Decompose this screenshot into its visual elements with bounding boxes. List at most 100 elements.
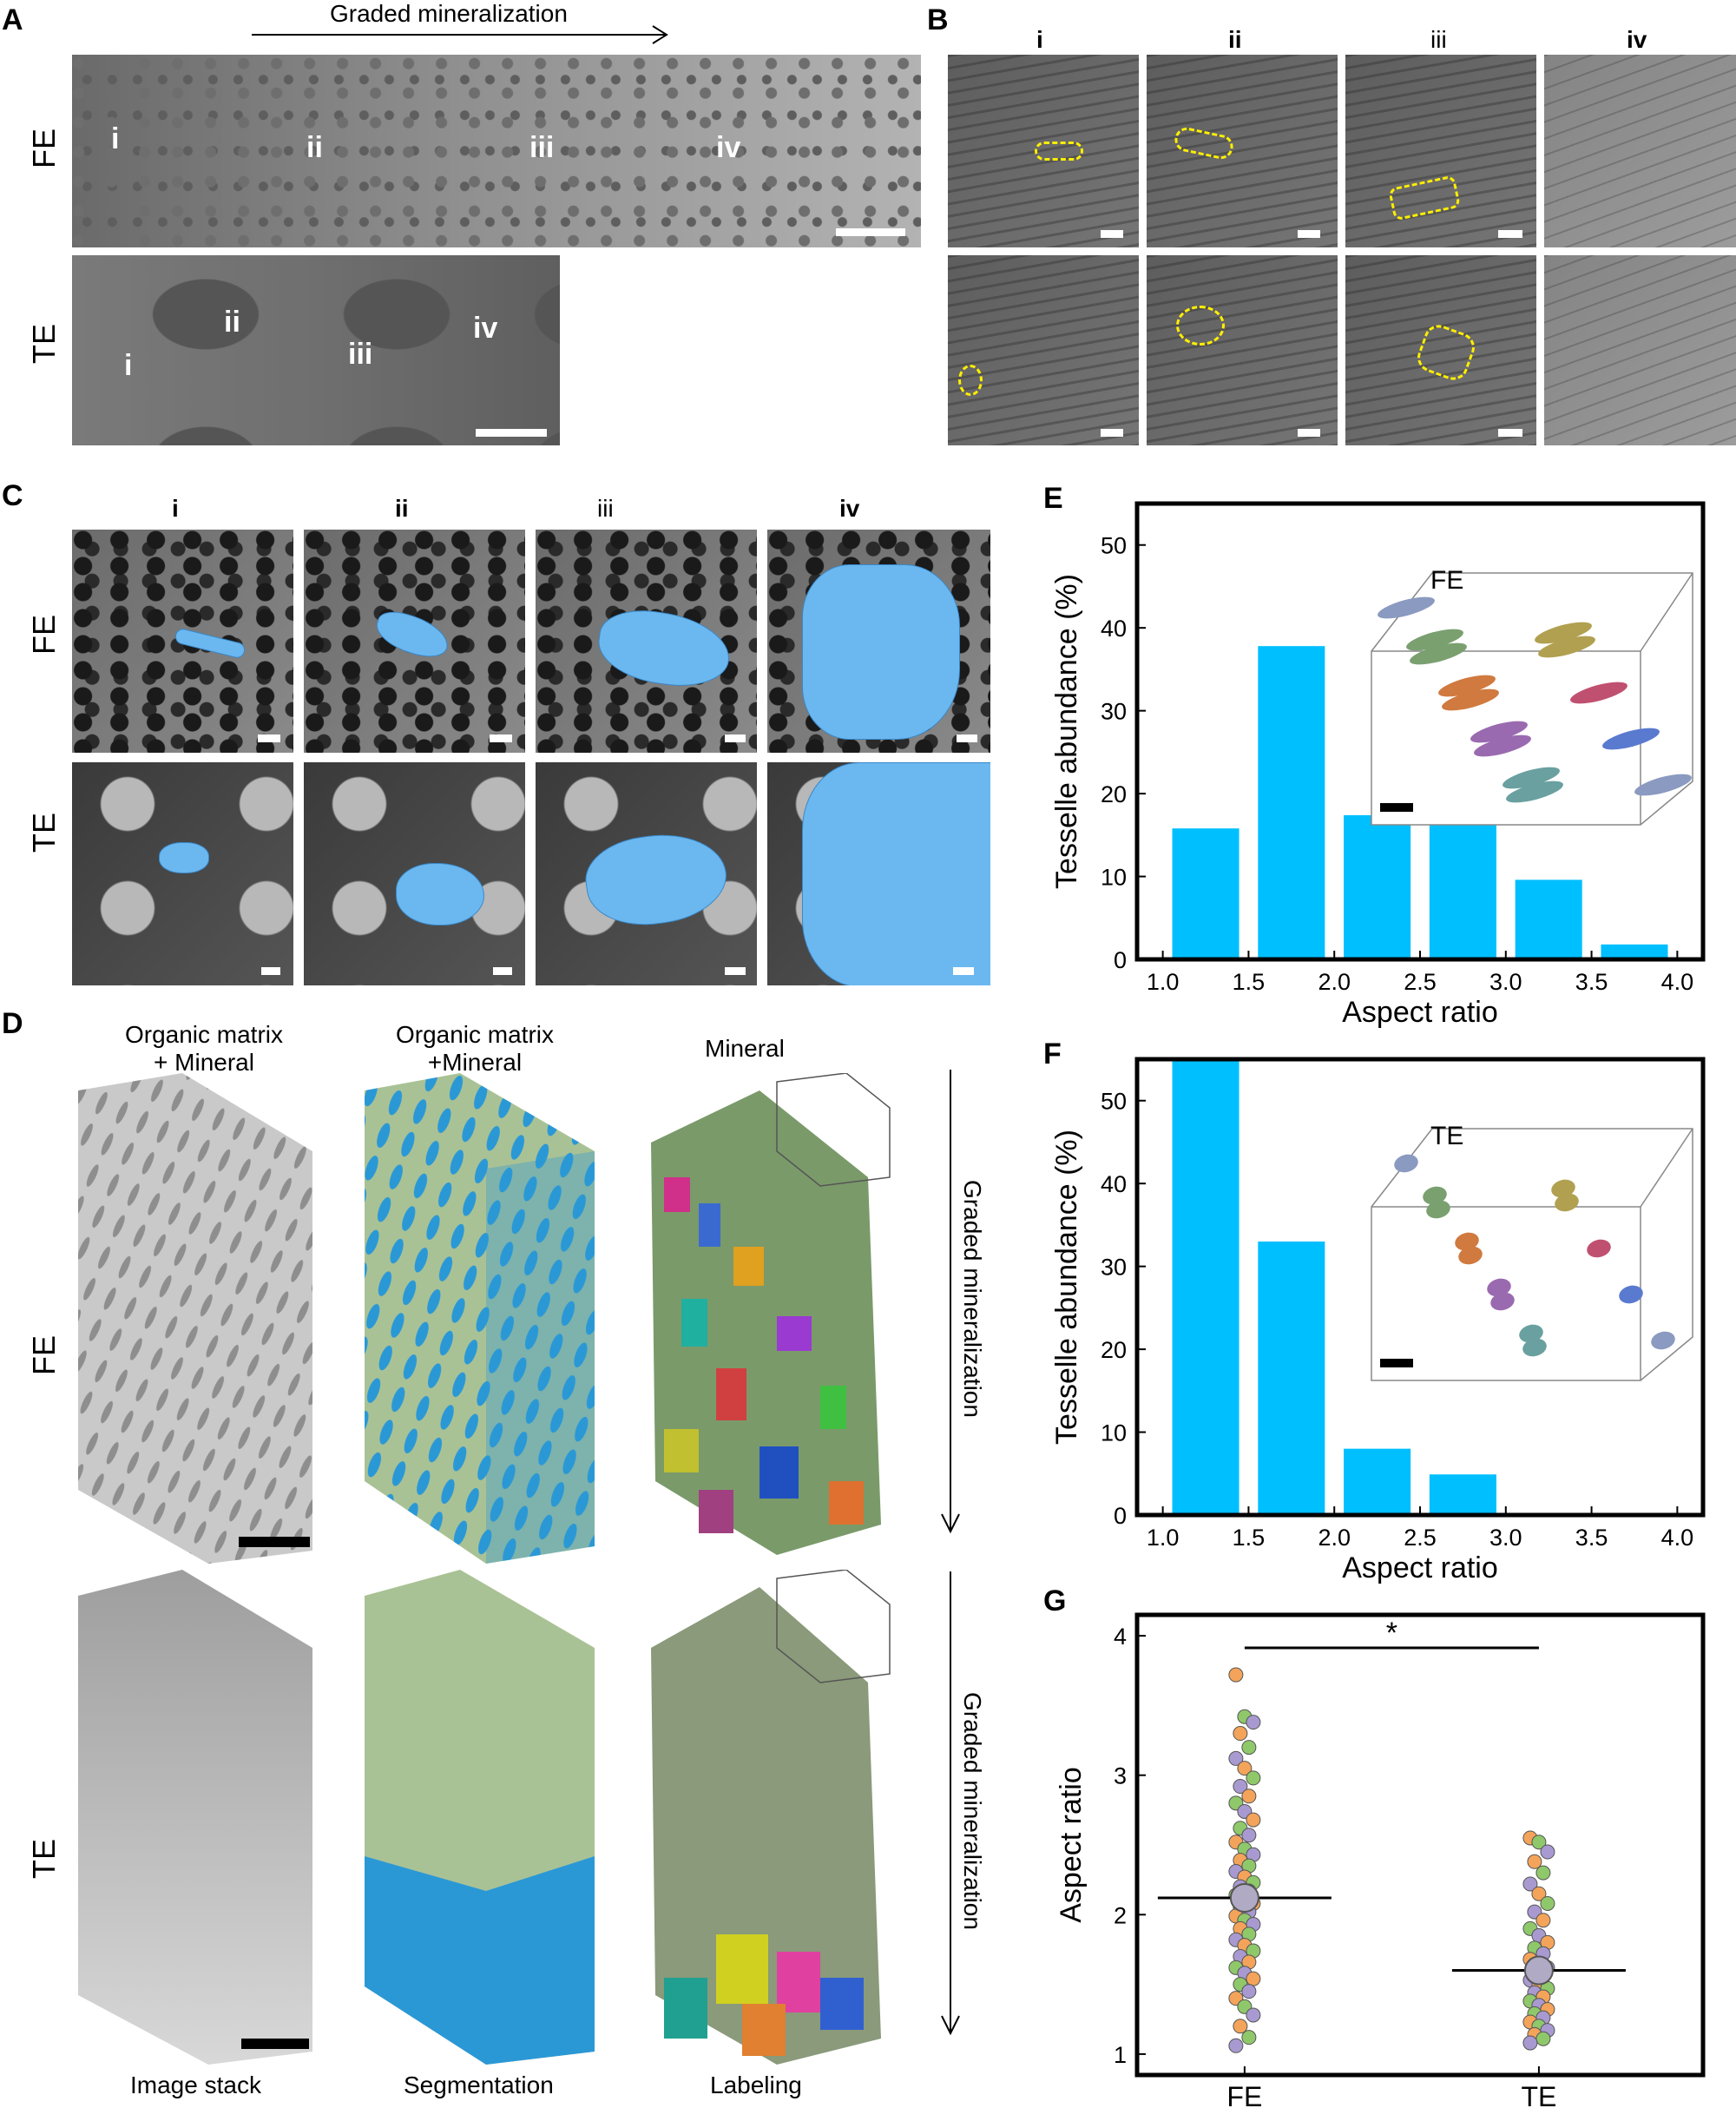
- data-point: [1241, 1740, 1257, 1756]
- scale-bar: [1101, 429, 1123, 437]
- column-title: Organic matrix +Mineral: [366, 1021, 583, 1077]
- data-point: [1241, 2030, 1257, 2045]
- inset-3d-render: FE: [1371, 566, 1693, 826]
- row-label-fe: FE: [26, 128, 62, 169]
- sem-tile-fe-iv: [1544, 55, 1736, 247]
- region-label: ii: [224, 306, 240, 339]
- tesselle-shape: [1470, 721, 1528, 743]
- scale-bar: [953, 967, 974, 975]
- tesselle-outline: [1172, 125, 1236, 161]
- tesselle-render: [802, 564, 960, 740]
- scale-bar: [725, 735, 746, 742]
- significance-label: *: [1386, 1617, 1397, 1650]
- y-tick-label: 30: [1101, 699, 1127, 725]
- inset-label: FE: [1430, 566, 1463, 595]
- ct-tile-te-i: [72, 762, 293, 985]
- y-tick-label: 40: [1101, 1171, 1127, 1197]
- tesselle-shape: [1442, 688, 1499, 711]
- plot-frame: [1134, 1612, 1706, 2078]
- column-label: ii: [1228, 26, 1242, 53]
- scale-bar: [1298, 230, 1320, 238]
- data-point: [1246, 1770, 1261, 1786]
- ct-tile-fe-iv: [767, 530, 990, 753]
- tesselle-shape: [1474, 735, 1531, 757]
- y-axis-label: Tesselle abundance (%): [1050, 1130, 1083, 1445]
- tesselle-shape: [1555, 1193, 1579, 1212]
- tesselle-shape: [1378, 596, 1435, 619]
- chart-e: 1.0 1.5 2.0 2.5 3.0 3.5 4.0 0 10 20 30 40 50 Aspect r…: [1050, 501, 1706, 1029]
- data-point: [1246, 2007, 1261, 2023]
- tesselle-render: [371, 605, 454, 664]
- data-point: [1233, 2019, 1248, 2034]
- tesselle-render: [174, 627, 247, 660]
- column-label: iii: [597, 495, 614, 522]
- y-tick-label: 20: [1101, 781, 1127, 807]
- x-tick-label: 4.0: [1661, 1525, 1694, 1551]
- data-point: [1241, 1828, 1257, 1843]
- ct-tile-fe-ii: [304, 530, 525, 753]
- scale-bar: [476, 429, 547, 437]
- tesselle-shape: [1587, 1239, 1611, 1258]
- bar: [1258, 646, 1325, 959]
- tesselle-outline: [1413, 320, 1479, 385]
- sem-tile-te-ii: [1147, 255, 1338, 445]
- tesselle-shape: [1503, 767, 1560, 789]
- scale-bar: [1298, 429, 1320, 437]
- y-tick-label: 0: [1114, 947, 1127, 973]
- labeling-te: [651, 1570, 891, 2065]
- row-label-te: TE: [26, 1838, 62, 1880]
- data-point: [1228, 2038, 1244, 2053]
- y-tick-label: 20: [1101, 1337, 1127, 1363]
- scale-bar: [239, 1537, 310, 1547]
- scale-bar: [957, 735, 977, 742]
- ct-tile-fe-iii: [536, 530, 757, 753]
- x-tick-label: 2.5: [1404, 969, 1437, 995]
- tesselle-shape: [1438, 675, 1496, 697]
- scale-bar: [1101, 230, 1123, 238]
- x-tick-label: 1.0: [1147, 1525, 1180, 1551]
- data-point: [1522, 2035, 1538, 2051]
- labeling-fe: [651, 1073, 891, 1555]
- y-tick-label: 50: [1101, 1089, 1127, 1115]
- row-label-te: TE: [26, 323, 62, 365]
- data-point: [1241, 1984, 1257, 1999]
- tesselle-shape: [1410, 642, 1467, 665]
- tesselle-shape: [1619, 1285, 1643, 1304]
- column-title-line: + Mineral: [154, 1049, 254, 1076]
- y-tick-label: 10: [1101, 1420, 1127, 1446]
- tesselle-shape: [1634, 774, 1692, 796]
- scale-bar: [1498, 230, 1522, 238]
- sem-tile-fe-i: [948, 55, 1139, 247]
- y-tick-label: 10: [1101, 865, 1127, 891]
- x-tick-label: 1.5: [1233, 1525, 1266, 1551]
- column-label: i: [172, 495, 179, 522]
- tesselle-shape: [1426, 1200, 1450, 1219]
- graded-mineralization-side-label: Graded mineralization: [959, 1692, 986, 1930]
- bar: [1344, 814, 1411, 959]
- y-tick-label: 30: [1101, 1255, 1127, 1281]
- tesselle-shape: [1487, 1278, 1511, 1297]
- data-point: [1237, 1761, 1253, 1776]
- tesselle-shape: [1551, 1179, 1575, 1198]
- scale-bar: [836, 228, 905, 236]
- column-label: i: [1036, 26, 1043, 53]
- data-point: [1246, 1812, 1261, 1828]
- column-title: Organic matrix + Mineral: [117, 1021, 291, 1077]
- column-title-line: +Mineral: [427, 1049, 523, 1076]
- inset-edge: [1640, 572, 1693, 652]
- inset-3d-render: TE: [1371, 1122, 1693, 1381]
- scale-bar: [241, 2039, 309, 2049]
- sem-image-fe: i ii iii iv: [72, 55, 921, 247]
- column-title-line: Organic matrix: [124, 1021, 284, 1048]
- panel-letter-a: A: [2, 3, 23, 36]
- right-arrow-icon: [252, 25, 668, 44]
- panel-letter-c: C: [2, 479, 23, 512]
- y-axis-label: Aspect ratio: [1055, 1767, 1088, 1923]
- data-point: [1535, 2031, 1551, 2046]
- tesselle-render: [802, 762, 990, 985]
- segmentation-fe: [365, 1073, 595, 1564]
- bar: [1172, 1060, 1240, 1515]
- x-tick-label: TE: [1521, 2081, 1556, 2108]
- data-point: [1246, 1715, 1261, 1730]
- tesselle-render: [396, 863, 484, 926]
